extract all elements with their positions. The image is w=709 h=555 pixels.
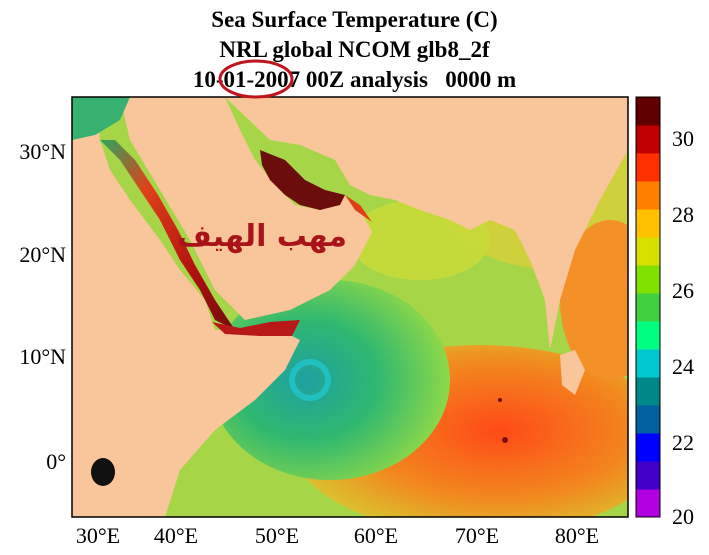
asia-land (225, 97, 628, 350)
colorbar-segment (636, 293, 660, 322)
lat-label: 10°N (19, 344, 66, 369)
colorbar-tick: 26 (672, 278, 694, 303)
lon-label: 70°E (455, 523, 499, 548)
colorbar-segment (636, 433, 660, 462)
arabia-land (120, 97, 372, 320)
colorbar-segment (636, 153, 660, 182)
lon-label: 80°E (555, 523, 599, 548)
maldives-island (502, 437, 508, 443)
year-highlight-circle (218, 59, 294, 99)
arabic-annotation: مهب الهيف (177, 219, 347, 254)
red-sea (100, 140, 235, 330)
colorbar-tick: 24 (672, 354, 694, 379)
colorbar-frame (635, 96, 661, 518)
map-area (72, 97, 628, 517)
lon-label: 40°E (154, 523, 198, 548)
lakshadweep-island (498, 398, 502, 402)
colorbar-labels: 30 28 26 24 22 20 (672, 126, 694, 529)
colorbar-segment (636, 265, 660, 294)
colorbar-tick: 22 (672, 430, 694, 455)
lon-label: 30°E (76, 523, 120, 548)
colorbar-segment (636, 405, 660, 434)
colorbar-tick: 30 (672, 126, 694, 151)
colorbar (636, 97, 660, 518)
colorbar-segment (636, 97, 660, 126)
east-sea-region (560, 220, 628, 380)
sri-lanka-land (560, 350, 585, 395)
colorbar-tick: 28 (672, 202, 694, 227)
colorbar-segment (636, 181, 660, 210)
lon-label: 50°E (255, 523, 299, 548)
gulf-of-oman (345, 195, 372, 222)
lat-label: 30°N (19, 139, 66, 164)
lat-axis: 30°N 20°N 10°N 0° (19, 139, 66, 474)
colorbar-segment (636, 461, 660, 490)
lat-label: 0° (46, 449, 66, 474)
colorbar-segment (636, 321, 660, 350)
lon-axis: 30°E 40°E 50°E 60°E 70°E 80°E (76, 523, 599, 548)
chart-title-line2: NRL global NCOM glb8_2f (219, 37, 490, 62)
lake-victoria (91, 458, 115, 486)
eddy (289, 359, 331, 401)
chart-title-line1: Sea Surface Temperature (C) (211, 7, 498, 32)
map-frame (71, 96, 629, 518)
africa-land (72, 97, 300, 517)
gulf-of-aden (212, 320, 300, 336)
persian-gulf (260, 150, 345, 210)
lat-label: 20°N (19, 242, 66, 267)
colorbar-tick: 20 (672, 504, 694, 529)
colorbar-segment (636, 237, 660, 266)
colorbar-segment (636, 125, 660, 154)
colorbar-segment (636, 377, 660, 406)
colorbar-segment (636, 489, 660, 518)
colorbar-segment (636, 209, 660, 238)
chart-title-line3: 10-01-2007 00Z analysis 0000 m (192, 67, 517, 92)
colorbar-segment (636, 349, 660, 378)
mediterranean-sea (72, 97, 130, 140)
lon-label: 60°E (354, 523, 398, 548)
